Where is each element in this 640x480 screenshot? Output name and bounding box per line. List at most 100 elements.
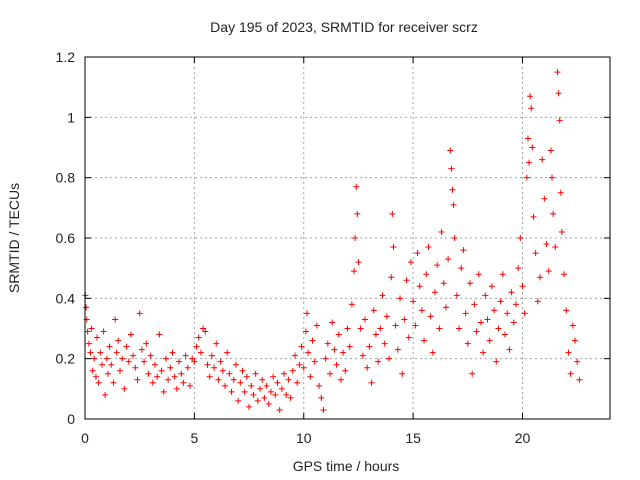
- data-point: [193, 343, 200, 350]
- data-point: [115, 337, 122, 344]
- data-point: [259, 376, 266, 383]
- data-point: [145, 370, 152, 377]
- data-point: [379, 292, 386, 299]
- data-point: [270, 373, 277, 380]
- data-point: [563, 307, 570, 314]
- data-point: [432, 289, 438, 296]
- data-point: [191, 358, 198, 365]
- data-point: [567, 370, 574, 377]
- data-point: [386, 355, 393, 362]
- data-point: [528, 105, 535, 112]
- data-point: [95, 379, 102, 386]
- data-point: [464, 340, 471, 347]
- data-point: [405, 334, 412, 341]
- data-point: [307, 373, 314, 380]
- data-point: [313, 322, 320, 329]
- data-point: [250, 391, 257, 398]
- data-point: [557, 189, 564, 196]
- data-point: [318, 394, 325, 401]
- data-point: [156, 331, 163, 338]
- data-point: [445, 256, 452, 263]
- data-point: [113, 349, 120, 356]
- data-point: [89, 367, 96, 374]
- data-point: [569, 322, 576, 329]
- data-point: [467, 280, 473, 287]
- data-point: [154, 373, 161, 380]
- data-point: [298, 343, 305, 350]
- data-point: [532, 250, 539, 257]
- data-point: [248, 382, 255, 389]
- data-point: [246, 403, 253, 410]
- data-point: [108, 361, 115, 368]
- data-point: [421, 337, 428, 344]
- data-point: [574, 358, 581, 365]
- x-tick-label: 0: [81, 430, 89, 446]
- data-point: [527, 93, 534, 100]
- data-point: [228, 388, 235, 395]
- data-point: [182, 352, 189, 359]
- data-point: [206, 373, 213, 380]
- data-point: [252, 370, 259, 377]
- data-point: [491, 307, 498, 314]
- data-point: [331, 346, 338, 353]
- data-point: [410, 298, 417, 305]
- data-point: [136, 310, 143, 317]
- data-point: [381, 340, 388, 347]
- data-point: [477, 319, 484, 326]
- data-point: [469, 370, 476, 377]
- data-point: [309, 337, 316, 344]
- data-point: [110, 379, 117, 386]
- data-point: [121, 385, 128, 392]
- data-point: [281, 370, 288, 377]
- data-point: [355, 259, 362, 266]
- data-point: [372, 331, 379, 338]
- y-tick-label: 0.4: [56, 290, 76, 306]
- data-point: [187, 382, 193, 389]
- data-point: [497, 298, 504, 305]
- data-point: [508, 289, 515, 296]
- data-point: [368, 379, 375, 386]
- x-tick-label: 5: [190, 430, 198, 446]
- data-point: [340, 349, 347, 356]
- data-point: [158, 367, 165, 374]
- data-point: [480, 349, 487, 356]
- data-point: [502, 331, 508, 338]
- data-point: [534, 298, 541, 305]
- data-point: [316, 382, 323, 389]
- y-axis-label: SRMTID / TECUs: [6, 183, 22, 293]
- data-point: [222, 382, 228, 389]
- data-point: [524, 135, 531, 142]
- data-point: [451, 235, 458, 241]
- data-point: [370, 307, 377, 314]
- data-point: [176, 358, 183, 365]
- data-point: [471, 301, 478, 308]
- data-point: [556, 117, 563, 124]
- data-point: [488, 283, 495, 290]
- data-point: [493, 358, 500, 365]
- data-point: [83, 304, 90, 311]
- chart-title: Day 195 of 2023, SRMTID for receiver scr…: [210, 19, 478, 35]
- data-point: [283, 391, 290, 398]
- data-point: [456, 325, 463, 332]
- data-point: [254, 397, 261, 404]
- data-point: [530, 213, 537, 220]
- data-point: [329, 319, 336, 326]
- data-point: [352, 235, 359, 241]
- x-tick-label: 10: [296, 430, 312, 446]
- data-point: [92, 373, 99, 380]
- y-tick-label: 1: [67, 109, 75, 125]
- data-point: [167, 364, 174, 371]
- data-point: [162, 355, 169, 362]
- data-point: [263, 382, 270, 389]
- data-point: [337, 376, 344, 383]
- data-point: [401, 316, 408, 323]
- data-point: [512, 301, 519, 308]
- data-point: [276, 406, 283, 413]
- data-point: [171, 373, 178, 380]
- data-point: [141, 358, 148, 365]
- plot-frame: [84, 56, 611, 420]
- data-point: [274, 379, 281, 386]
- data-point: [99, 361, 106, 368]
- data-point: [541, 195, 548, 202]
- data-point: [523, 174, 530, 181]
